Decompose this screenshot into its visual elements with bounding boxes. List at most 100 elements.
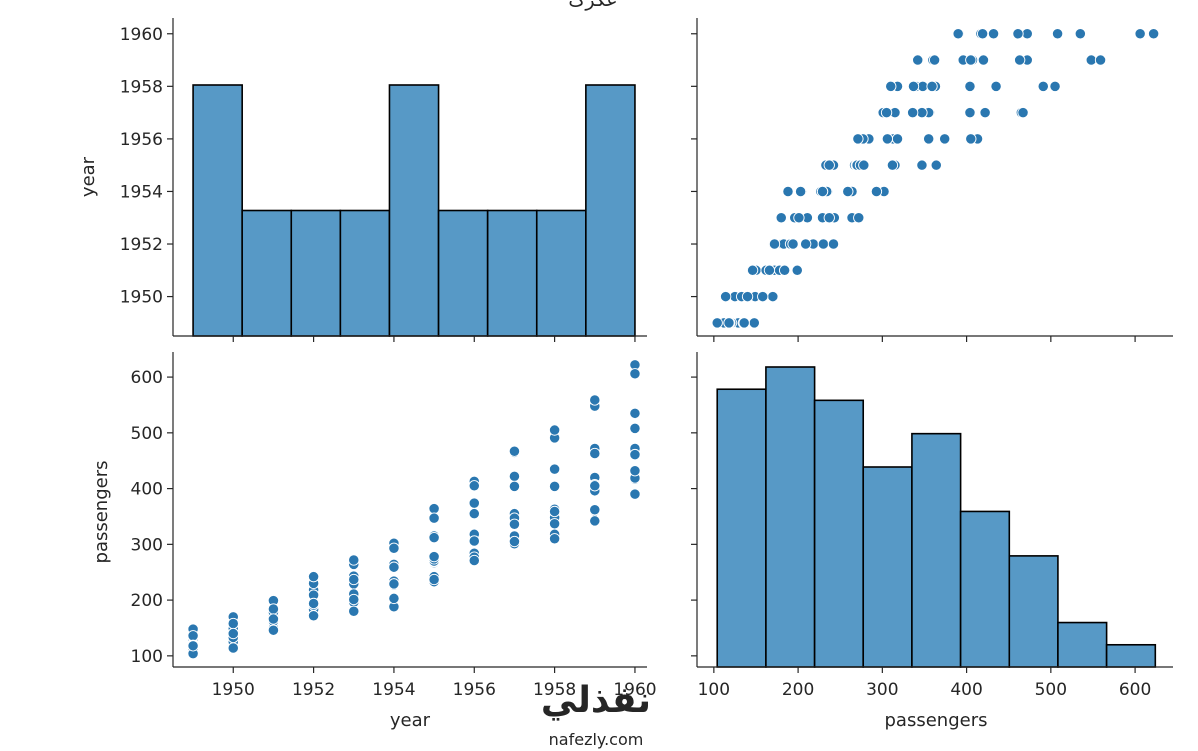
scatter-point bbox=[817, 238, 830, 250]
watermark-latin: nafezly.com bbox=[549, 730, 644, 749]
scatter-point bbox=[1051, 28, 1064, 40]
scatter-point bbox=[468, 508, 480, 520]
scatter-point bbox=[629, 368, 641, 380]
passengers-histogram-panel: 100 200 300 400 500 600 bbox=[691, 352, 1173, 700]
y-tick-label: 1956 bbox=[120, 130, 163, 150]
year-histogram-bar bbox=[290, 209, 342, 337]
year-histogram-panel: 1950 1952 1954 1956 1958 1960 bbox=[120, 18, 647, 342]
year-histogram-bar bbox=[437, 209, 489, 337]
passengers-histogram-bar bbox=[716, 388, 767, 668]
passengers-histogram-bar bbox=[862, 466, 913, 668]
y-tick-label: 300 bbox=[131, 535, 163, 555]
scatter-point bbox=[548, 533, 561, 545]
scatter-point bbox=[187, 630, 199, 642]
scatter-point bbox=[589, 504, 601, 516]
scatter-point bbox=[468, 497, 480, 509]
scatter-point bbox=[767, 290, 779, 303]
scatter-point bbox=[589, 515, 601, 527]
scatter-point bbox=[746, 264, 759, 276]
scatter-point bbox=[793, 212, 805, 224]
scatter-point bbox=[508, 535, 521, 548]
scatter-point bbox=[267, 613, 280, 625]
passengers-histogram-bar bbox=[959, 510, 1011, 668]
scatter-point bbox=[939, 133, 951, 145]
scatter-point bbox=[508, 518, 521, 530]
x-tick-label: 400 bbox=[950, 680, 982, 700]
scatter-point bbox=[428, 550, 440, 563]
x-axis-label-passengers: passengers bbox=[885, 710, 988, 731]
scatter-point bbox=[629, 448, 641, 461]
passengers-histogram-bar bbox=[813, 399, 865, 668]
scatter-point bbox=[548, 463, 561, 475]
passengers-vs-year-scatter-panel bbox=[691, 18, 1173, 342]
scatter-point bbox=[782, 185, 794, 198]
x-tick-label: 200 bbox=[782, 680, 814, 700]
scatter-point bbox=[1037, 80, 1049, 92]
y-axis-label-passengers: passengers bbox=[91, 461, 112, 564]
scatter-point bbox=[548, 480, 561, 493]
y-axis-label-year: year bbox=[78, 156, 99, 197]
scatter-point bbox=[965, 54, 977, 66]
x-tick-label: 1958 bbox=[533, 680, 576, 700]
scatter-point bbox=[307, 571, 320, 583]
year-histogram-bar bbox=[535, 209, 587, 337]
scatter-point bbox=[965, 133, 977, 145]
x-tick-label: 1956 bbox=[453, 680, 496, 700]
year-histogram-bar bbox=[339, 209, 391, 337]
scatter-point bbox=[964, 80, 976, 92]
scatter-point bbox=[428, 532, 440, 544]
scatter-point bbox=[928, 54, 941, 66]
scatter-point bbox=[428, 503, 440, 515]
scatter-point bbox=[926, 80, 938, 92]
scatter-point bbox=[589, 447, 601, 460]
y-tick-label: 100 bbox=[131, 647, 163, 667]
x-tick-label: 300 bbox=[866, 680, 898, 700]
scatter-point bbox=[778, 264, 791, 276]
scatter-point bbox=[870, 185, 883, 198]
x-tick-label: 1952 bbox=[292, 680, 335, 700]
scatter-point bbox=[1017, 106, 1029, 119]
scatter-point bbox=[629, 422, 641, 435]
scatter-point bbox=[187, 640, 199, 652]
scatter-point bbox=[508, 470, 521, 482]
scatter-point bbox=[388, 578, 400, 590]
scatter-point bbox=[977, 54, 990, 66]
y-tick-label: 1960 bbox=[120, 25, 163, 45]
scatter-point bbox=[468, 554, 480, 567]
y-tick-label: 600 bbox=[131, 368, 163, 388]
year-histogram-bar bbox=[388, 84, 440, 337]
scatter-point bbox=[723, 317, 735, 329]
scatter-point bbox=[748, 317, 760, 329]
scatter-point bbox=[227, 617, 239, 630]
x-axis-label-year: year bbox=[390, 710, 431, 731]
passengers-histogram-bar bbox=[1008, 555, 1059, 668]
scatter-point bbox=[307, 597, 320, 610]
scatter-point bbox=[589, 394, 601, 406]
scatter-point bbox=[1012, 28, 1024, 40]
passengers-histogram-bar bbox=[1057, 621, 1108, 668]
y-tick-label: 500 bbox=[131, 424, 163, 444]
scatter-point bbox=[548, 518, 561, 530]
scatter-point bbox=[388, 542, 400, 554]
scatter-point bbox=[816, 185, 829, 198]
scatter-point bbox=[787, 238, 799, 250]
scatter-point bbox=[1014, 54, 1026, 66]
y-tick-label: 400 bbox=[131, 480, 163, 500]
scatter-point bbox=[227, 627, 239, 640]
scatter-point bbox=[891, 133, 904, 145]
passengers-histogram-bar bbox=[911, 432, 962, 668]
scatter-point bbox=[964, 106, 976, 119]
scatter-point bbox=[388, 592, 400, 605]
year-vs-passengers-scatter-panel: 100 200 300 400 500 600 1950 1952 1954 1956 1958 19… bbox=[131, 352, 657, 700]
scatter-point bbox=[548, 424, 561, 436]
scatter-point bbox=[1049, 80, 1061, 92]
scatter-point bbox=[976, 28, 989, 40]
scatter-point bbox=[979, 106, 991, 119]
scatter-point bbox=[842, 185, 854, 198]
scatter-point bbox=[757, 290, 769, 303]
scatter-point bbox=[1074, 28, 1086, 40]
scatter-point bbox=[548, 505, 561, 518]
scatter-point bbox=[508, 480, 521, 493]
scatter-point bbox=[912, 54, 924, 66]
